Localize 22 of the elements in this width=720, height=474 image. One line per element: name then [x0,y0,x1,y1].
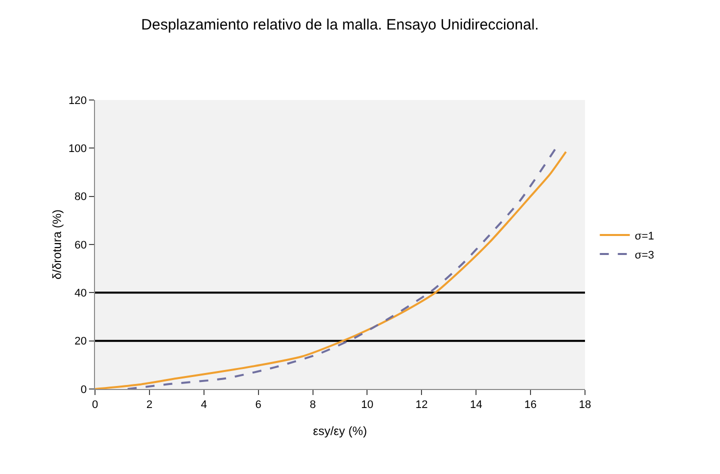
y-axis-title: δ/δrotura (%) [50,209,64,280]
x-tick-label: 16 [524,399,537,412]
x-tick-label: 12 [416,399,428,412]
y-tick-label: 120 [68,94,87,107]
y-tick-label: 20 [74,336,87,348]
x-tick-label: 4 [200,399,207,412]
y-tick-label: 0 [80,384,87,396]
x-tick-label: 2 [146,399,153,412]
legend-label: σ=3 [634,249,654,262]
x-tick-label: 10 [361,399,374,412]
chart-title: Desplazamiento relativo de la malla. Ensayo Unidireccional. [141,16,539,34]
x-tick-label: 0 [92,399,98,412]
y-tick-label: 80 [74,191,87,204]
x-tick-label: 18 [578,399,592,412]
y-tick-label: 100 [68,143,87,156]
x-tick-label: 8 [310,399,316,412]
y-tick-label: 40 [74,288,87,300]
x-tick-label: 6 [255,399,262,412]
x-tick-label: 14 [470,399,482,412]
y-tick-label: 60 [74,239,87,252]
legend-label: σ=1 [634,230,654,242]
x-axis-title: εsy/εy (%) [312,424,368,438]
